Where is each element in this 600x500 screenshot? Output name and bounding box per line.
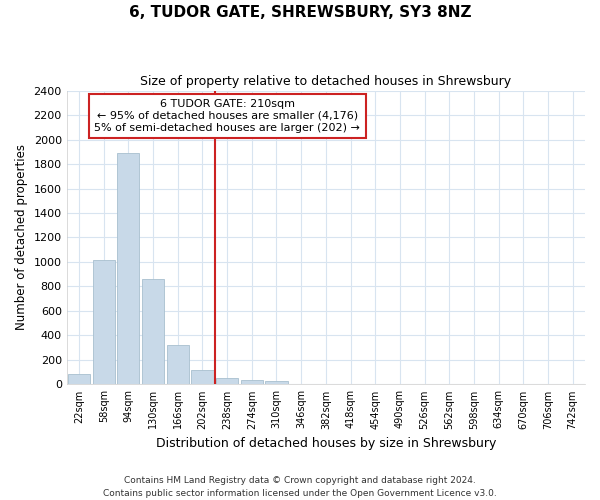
Bar	[167, 345, 189, 385]
Bar	[68, 374, 90, 384]
Bar	[92, 260, 115, 384]
Bar	[191, 370, 214, 384]
X-axis label: Distribution of detached houses by size in Shrewsbury: Distribution of detached houses by size …	[155, 437, 496, 450]
Text: Contains HM Land Registry data © Crown copyright and database right 2024.
Contai: Contains HM Land Registry data © Crown c…	[103, 476, 497, 498]
Text: 6, TUDOR GATE, SHREWSBURY, SY3 8NZ: 6, TUDOR GATE, SHREWSBURY, SY3 8NZ	[129, 5, 471, 20]
Bar	[216, 378, 238, 384]
Title: Size of property relative to detached houses in Shrewsbury: Size of property relative to detached ho…	[140, 75, 511, 88]
Text: 6 TUDOR GATE: 210sqm
← 95% of detached houses are smaller (4,176)
5% of semi-det: 6 TUDOR GATE: 210sqm ← 95% of detached h…	[94, 100, 360, 132]
Bar	[117, 153, 139, 384]
Y-axis label: Number of detached properties: Number of detached properties	[15, 144, 28, 330]
Bar	[265, 381, 287, 384]
Bar	[142, 279, 164, 384]
Bar	[241, 380, 263, 384]
